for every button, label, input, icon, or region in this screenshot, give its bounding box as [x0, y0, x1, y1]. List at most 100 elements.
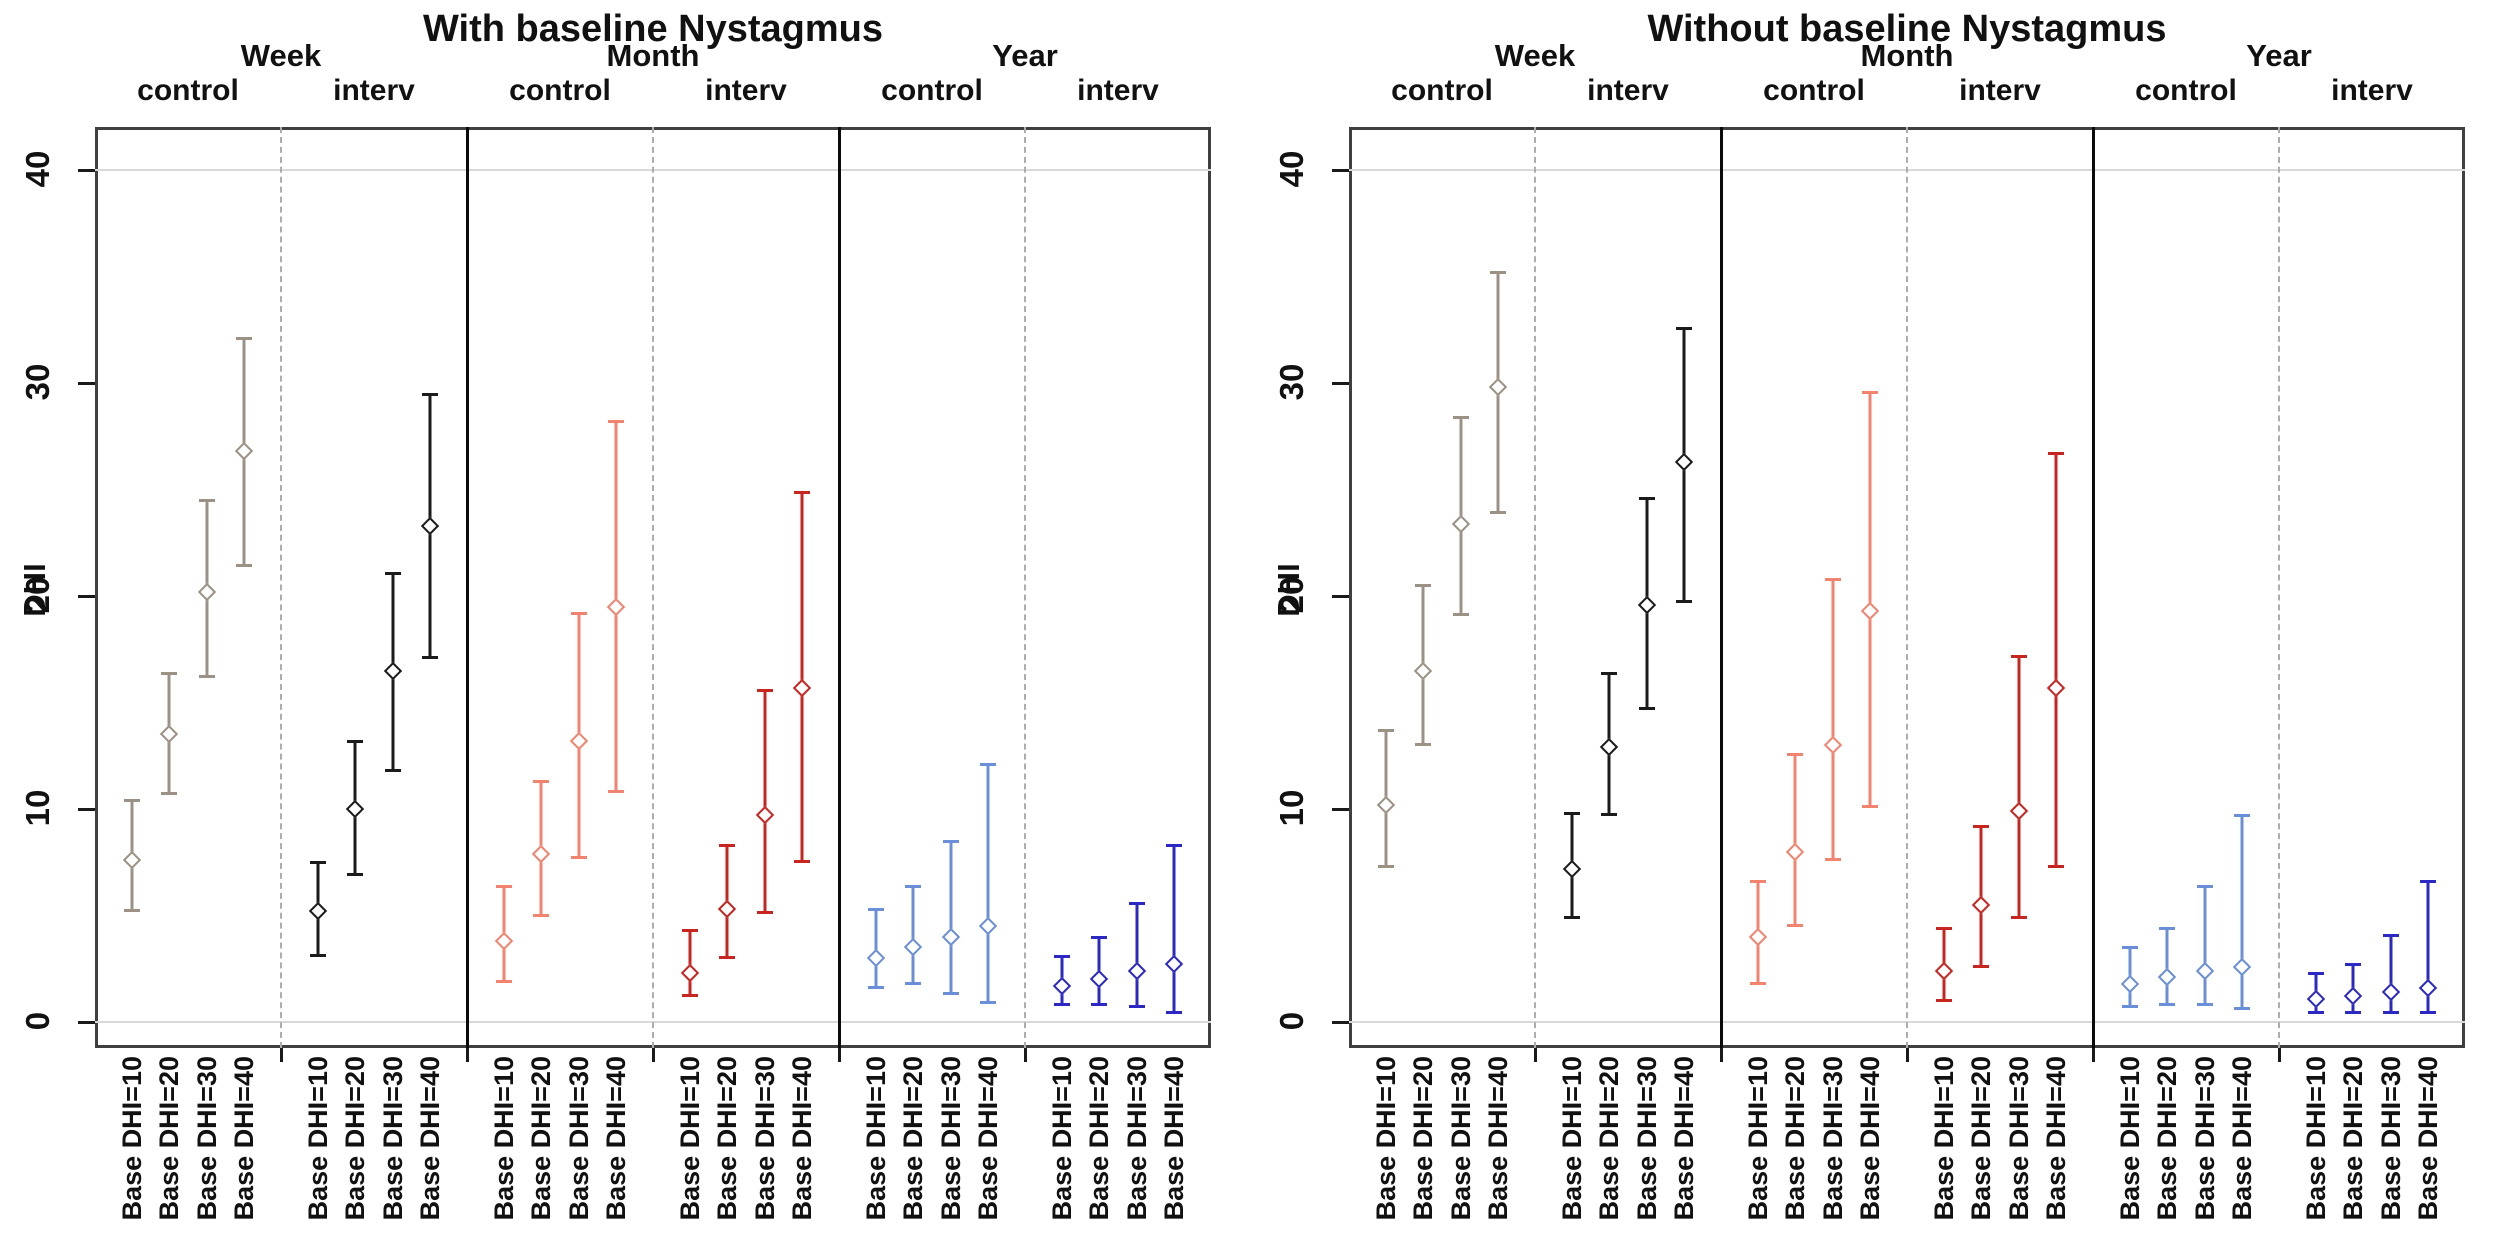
x-tick-label: Base DHI=20 [1084, 1056, 1115, 1221]
x-tick-label: Base DHI=40 [600, 1056, 631, 1221]
ci-cap-lower [2308, 1011, 2325, 1015]
x-tick [837, 1048, 841, 1062]
ci-cap-lower [2010, 915, 2027, 919]
x-tick-label: Base DHI=20 [526, 1056, 557, 1221]
ci-line [763, 689, 767, 914]
ci-cap-lower [2345, 1011, 2362, 1015]
x-tick [1023, 1048, 1027, 1062]
ci-cap-lower [1861, 804, 1878, 808]
section-divider [465, 127, 469, 1048]
x-tick [2277, 1048, 2281, 1062]
group-header-interv: interv [705, 74, 787, 107]
ci-cap-upper [1787, 752, 1804, 756]
panel-title: With baseline Nystagmus [423, 8, 883, 50]
ci-cap-lower [198, 674, 215, 678]
ci-cap-upper [1128, 901, 1145, 905]
x-tick-label: Base DHI=10 [2301, 1056, 2332, 1221]
ci-cap-lower [1452, 613, 1469, 617]
x-tick-label: Base DHI=40 [2412, 1056, 2443, 1221]
ci-line [2203, 885, 2207, 1005]
ci-cap-upper [124, 799, 141, 803]
ci-cap-lower [347, 873, 364, 877]
ci-cap-upper [2122, 946, 2139, 950]
ci-cap-lower [1378, 864, 1395, 868]
ci-line [2240, 815, 2244, 1010]
ci-cap-lower [2382, 1011, 2399, 1015]
x-tick-label: Base DHI=20 [340, 1056, 371, 1221]
x-tick-label: Base DHI=20 [1966, 1056, 1997, 1221]
x-tick-label: Base DHI=40 [786, 1056, 817, 1221]
x-tick-label: Base DHI=40 [1668, 1056, 1699, 1221]
x-tick-label: Base DHI=10 [675, 1056, 706, 1221]
ci-cap-upper [1675, 326, 1692, 330]
group-header-control: control [509, 74, 611, 107]
group-header-control: control [881, 74, 983, 107]
ci-cap-upper [2159, 927, 2176, 931]
ci-cap-upper [2233, 814, 2250, 818]
x-tick-label: Base DHI=30 [2375, 1056, 2406, 1221]
ci-cap-upper [942, 839, 959, 843]
x-tick-label: Base DHI=10 [2115, 1056, 2146, 1221]
x-tick [2091, 1048, 2095, 1062]
ci-cap-upper [1936, 927, 1953, 931]
ci-cap-upper [1489, 271, 1506, 275]
section-header-month: Month [1860, 38, 1954, 73]
section-header-month: Month [606, 38, 700, 73]
y-tick-label: 0 [1273, 1011, 1310, 1031]
x-tick [279, 1048, 283, 1062]
ci-cap-lower [1973, 964, 1990, 968]
ci-line [1172, 845, 1176, 1014]
ci-cap-upper [756, 688, 773, 692]
x-tick-label: Base DHI=40 [1854, 1056, 1885, 1221]
ci-cap-lower [793, 860, 810, 864]
y-tick-label: 30 [1273, 363, 1310, 401]
ci-cap-upper [793, 490, 810, 494]
x-tick [1719, 1048, 1723, 1062]
y-tick [78, 169, 95, 172]
ci-cap-upper [979, 763, 996, 767]
subgroup-divider [280, 127, 282, 1048]
ci-cap-lower [124, 909, 141, 913]
ci-cap-lower [235, 564, 252, 568]
group-header-control: control [137, 74, 239, 107]
ci-cap-upper [1091, 935, 1108, 939]
x-tick-label: Base DHI=10 [1743, 1056, 1774, 1221]
ci-cap-upper [1861, 390, 1878, 394]
ci-cap-lower [1165, 1011, 1182, 1015]
subgroup-divider [1906, 127, 1908, 1048]
ci-cap-lower [1824, 858, 1841, 862]
ci-cap-upper [161, 671, 178, 675]
x-tick-label: Base DHI=30 [377, 1056, 408, 1221]
ci-cap-lower [1091, 1002, 1108, 1006]
x-tick-label: Base DHI=20 [2152, 1056, 2183, 1221]
ci-cap-upper [719, 844, 736, 848]
y-tick [1332, 382, 1349, 385]
ci-cap-upper [198, 499, 215, 503]
ci-line [911, 885, 915, 984]
ci-cap-upper [868, 908, 885, 912]
ci-cap-upper [496, 884, 513, 888]
ci-cap-lower [1415, 743, 1432, 747]
x-tick-label: Base DHI=30 [1445, 1056, 1476, 1221]
group-header-interv: interv [1077, 74, 1159, 107]
section-divider [837, 127, 841, 1048]
x-tick-label: Base DHI=30 [1817, 1056, 1848, 1221]
y-tick [1332, 595, 1349, 598]
x-tick-label: Base DHI=10 [861, 1056, 892, 1221]
x-tick-label: Base DHI=30 [191, 1056, 222, 1221]
ci-cap-lower [682, 994, 699, 998]
panel-without-baseline-nystagmus: Without baseline Nystagmus DHI 0 10 20 30 40… [1254, 0, 2508, 1235]
x-tick-label: Base DHI=30 [935, 1056, 966, 1221]
ci-cap-lower [868, 985, 885, 989]
group-header-interv: interv [2331, 74, 2413, 107]
ci-line [2017, 655, 2021, 918]
ci-cap-upper [1638, 497, 1655, 501]
y-tick-label: 20 [19, 576, 56, 614]
x-tick-label: Base DHI=20 [1594, 1056, 1625, 1221]
x-tick-label: Base DHI=40 [972, 1056, 1003, 1221]
x-tick-label: Base DHI=30 [2189, 1056, 2220, 1221]
ci-cap-upper [421, 392, 438, 396]
x-tick-label: Base DHI=40 [1482, 1056, 1513, 1221]
x-tick-label: Base DHI=10 [489, 1056, 520, 1221]
